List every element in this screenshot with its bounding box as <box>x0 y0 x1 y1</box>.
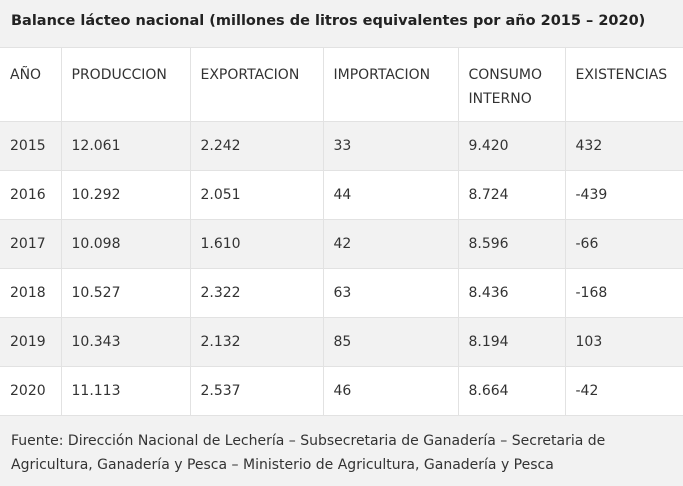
table-cell: 44 <box>322 170 459 220</box>
table-cell: 8.194 <box>457 317 566 367</box>
table-cell: -66 <box>564 219 683 269</box>
balance-table: AÑO PRODUCCION EXPORTACION IMPORTACION C… <box>0 47 683 416</box>
table-cell: 46 <box>322 366 459 416</box>
column-header: CONSUMO INTERNO <box>457 47 566 122</box>
table-cell: 10.527 <box>60 268 191 318</box>
table-cell: -168 <box>564 268 683 318</box>
table-cell: 11.113 <box>60 366 191 416</box>
table-cell: 2016 <box>0 170 62 220</box>
table-cell: -439 <box>564 170 683 220</box>
table-cell: 10.343 <box>60 317 191 367</box>
table-cell: 10.292 <box>60 170 191 220</box>
table-row: 2015 12.061 2.242 33 9.420 432 <box>0 121 683 171</box>
table-cell: 2015 <box>0 121 62 171</box>
table-cell: 2.322 <box>189 268 324 318</box>
table-cell: 9.420 <box>457 121 566 171</box>
table-title: Balance lácteo nacional (millones de lit… <box>0 0 683 47</box>
source-note: Fuente: Dirección Nacional de Lechería –… <box>0 416 683 486</box>
table-cell: 2017 <box>0 219 62 269</box>
column-header: EXPORTACION <box>189 47 324 122</box>
table-cell: 42 <box>322 219 459 269</box>
table-row: 2017 10.098 1.610 42 8.596 -66 <box>0 219 683 269</box>
table-row: 2018 10.527 2.322 63 8.436 -168 <box>0 268 683 318</box>
table-cell: 85 <box>322 317 459 367</box>
table-cell: 33 <box>322 121 459 171</box>
table-cell: 12.061 <box>60 121 191 171</box>
table-cell: 8.596 <box>457 219 566 269</box>
table-cell: 2.132 <box>189 317 324 367</box>
column-header: AÑO <box>0 47 62 122</box>
table-cell: 10.098 <box>60 219 191 269</box>
table-cell: 103 <box>564 317 683 367</box>
table-cell: 8.436 <box>457 268 566 318</box>
table-cell: -42 <box>564 366 683 416</box>
table-cell: 2.242 <box>189 121 324 171</box>
table-cell: 8.664 <box>457 366 566 416</box>
table-cell: 2.051 <box>189 170 324 220</box>
table-cell: 2018 <box>0 268 62 318</box>
table-cell: 2019 <box>0 317 62 367</box>
header-row: AÑO PRODUCCION EXPORTACION IMPORTACION C… <box>0 47 683 122</box>
table-row: 2016 10.292 2.051 44 8.724 -439 <box>0 170 683 220</box>
column-header: IMPORTACION <box>322 47 459 122</box>
table-cell: 2020 <box>0 366 62 416</box>
table-row: 2019 10.343 2.132 85 8.194 103 <box>0 317 683 367</box>
table-cell: 432 <box>564 121 683 171</box>
table-cell: 8.724 <box>457 170 566 220</box>
table-cell: 63 <box>322 268 459 318</box>
column-header: EXISTENCIAS <box>564 47 683 122</box>
table-cell: 1.610 <box>189 219 324 269</box>
column-header: PRODUCCION <box>60 47 191 122</box>
table-row: 2020 11.113 2.537 46 8.664 -42 <box>0 366 683 416</box>
table-cell: 2.537 <box>189 366 324 416</box>
